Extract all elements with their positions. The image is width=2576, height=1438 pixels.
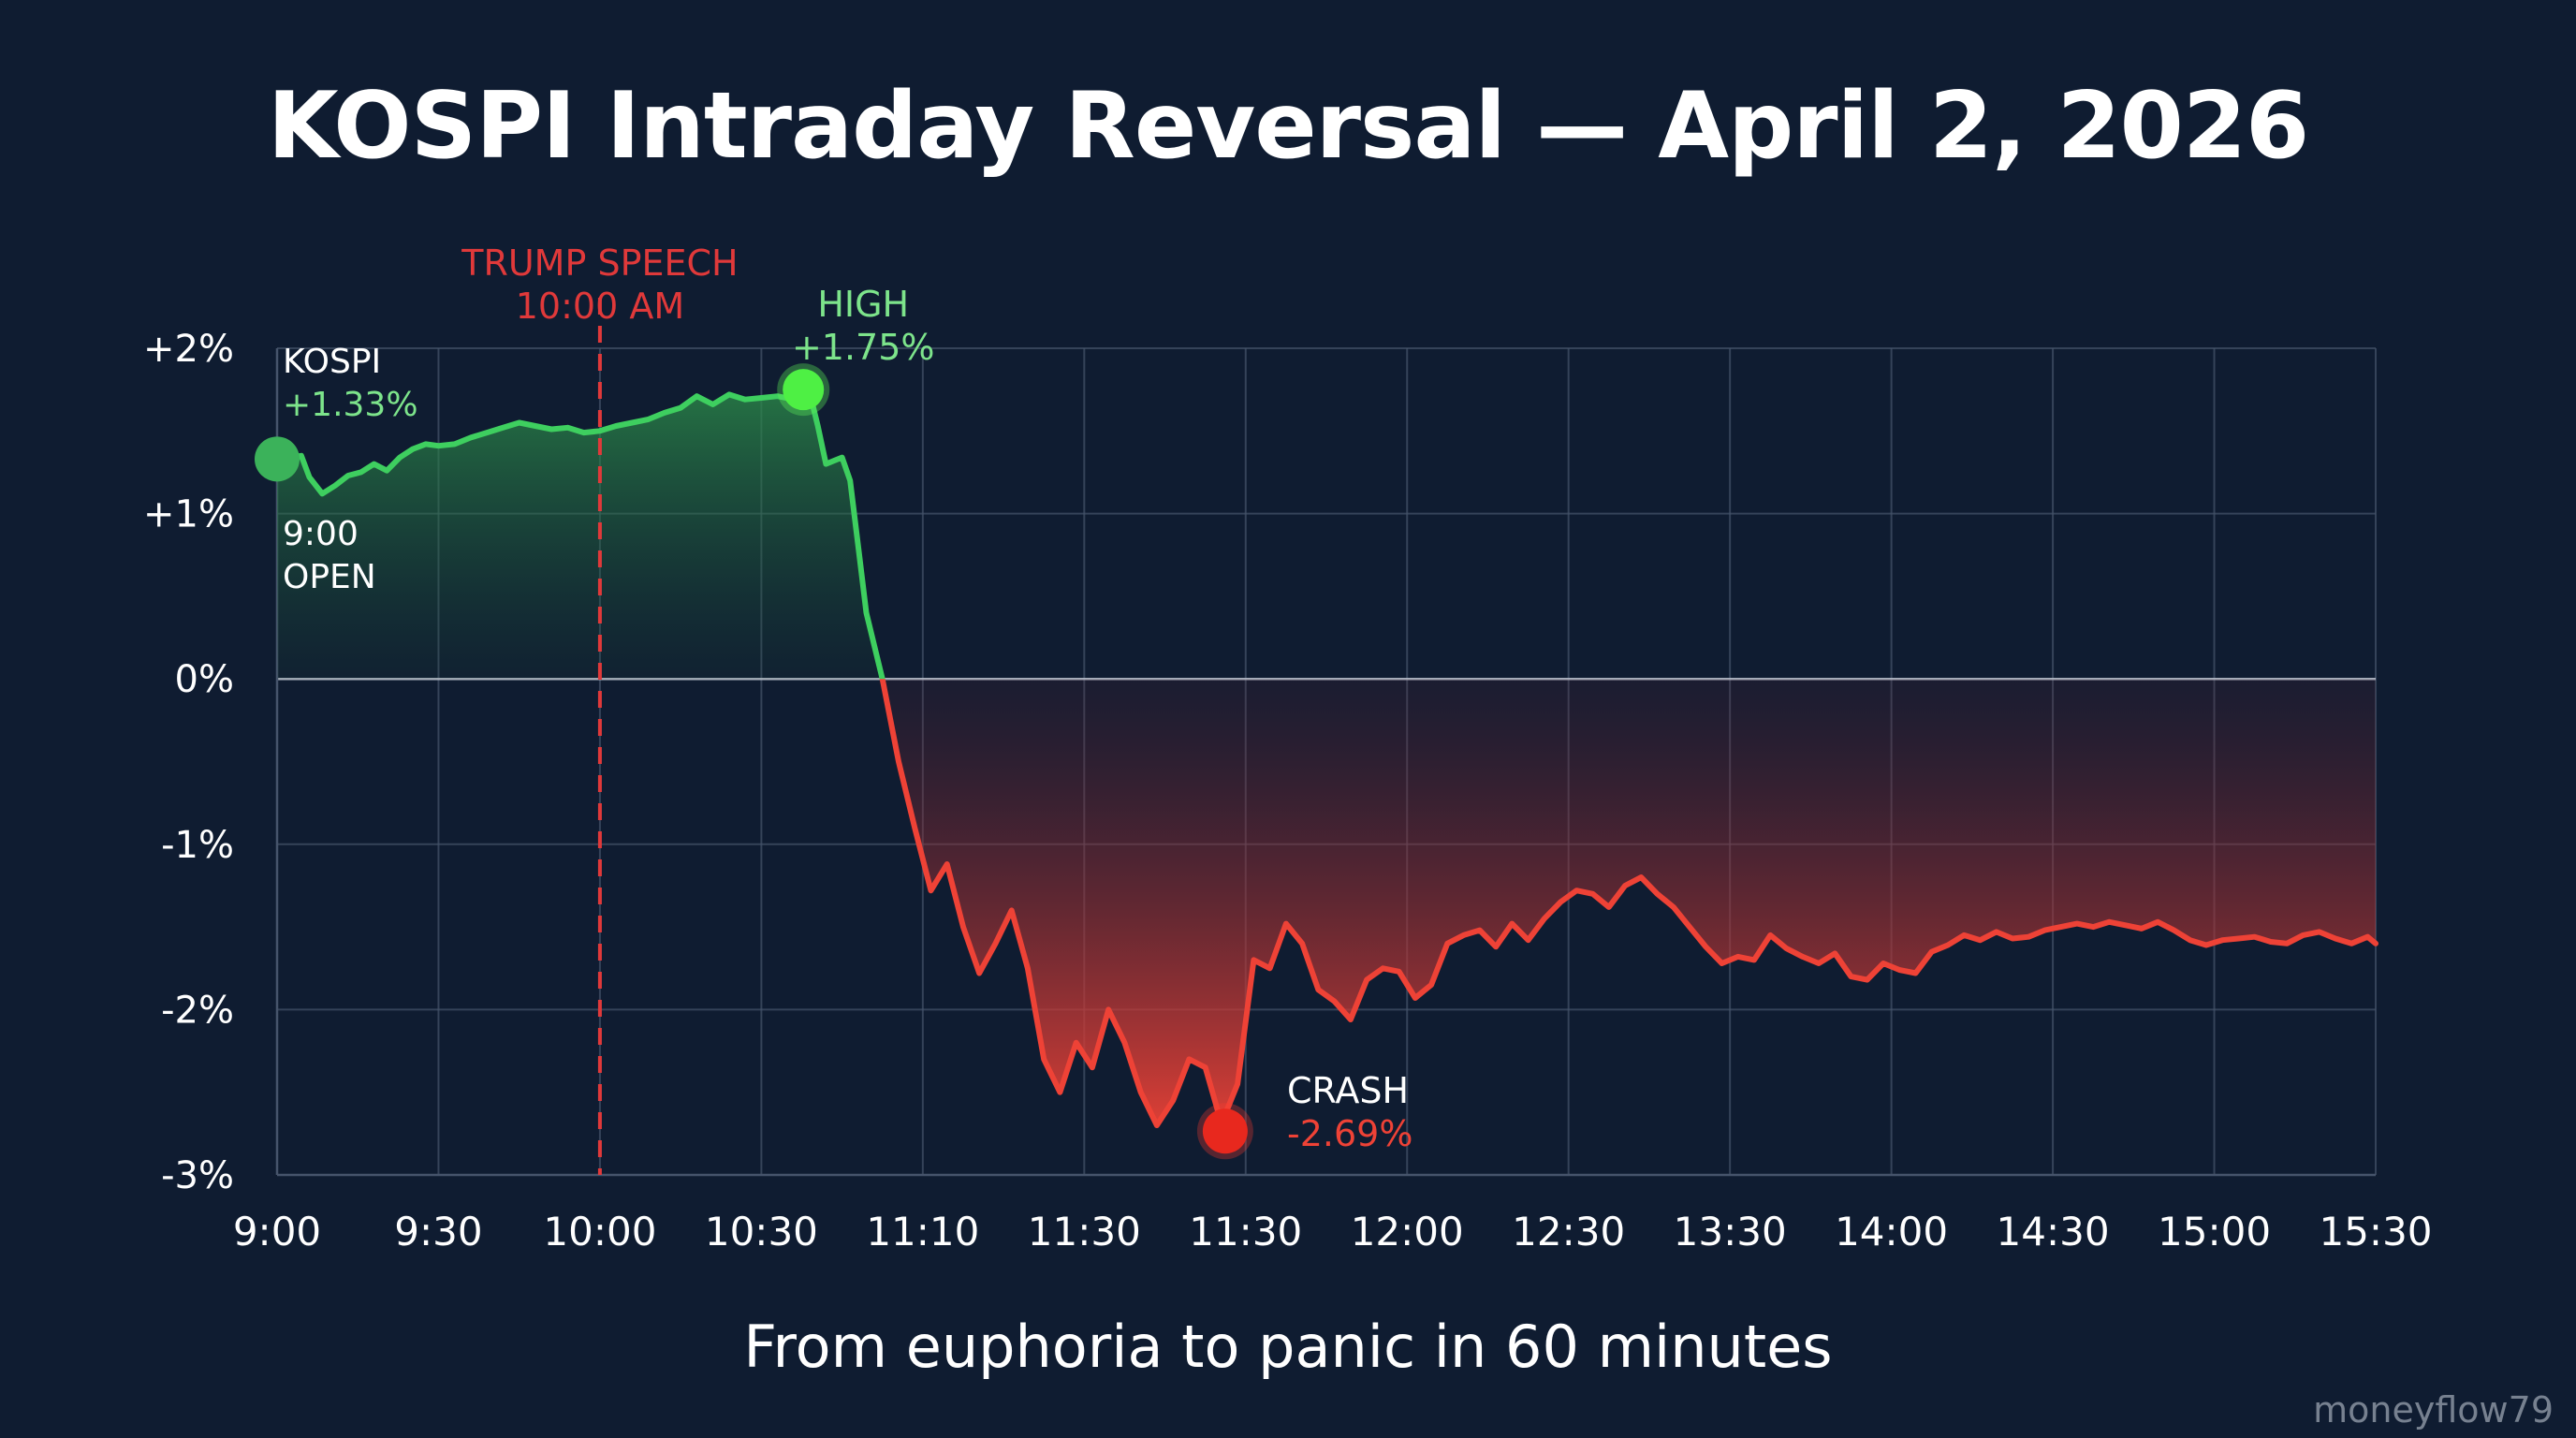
x-tick-label: 13:30	[1674, 1209, 1787, 1255]
x-tick-label: 9:00	[233, 1209, 321, 1255]
open-point	[255, 436, 300, 482]
y-tick-label: -1%	[161, 824, 234, 867]
x-tick-label: 9:30	[394, 1209, 482, 1255]
high-label-word: HIGH	[817, 284, 909, 325]
open-label-value: +1.33%	[283, 386, 418, 424]
crash-label-word: CRASH	[1287, 1070, 1409, 1111]
watermark: moneyflow79	[2313, 1389, 2554, 1431]
x-tick-label: 11:30	[1028, 1209, 1141, 1255]
y-tick-label: -3%	[161, 1154, 234, 1197]
y-tick-label: -2%	[161, 989, 234, 1032]
x-tick-label: 11:10	[866, 1209, 979, 1255]
speech-label-time: 10:00 AM	[516, 286, 684, 327]
y-tick-label: 0%	[175, 658, 234, 701]
x-tick-label: 12:30	[1512, 1209, 1625, 1255]
negative-area	[882, 679, 2376, 1125]
crash-point	[1202, 1108, 1248, 1154]
open-label-time: 9:00	[283, 515, 359, 553]
series-line-negative	[879, 679, 2378, 1128]
crash-label-value: -2.69%	[1287, 1113, 1412, 1154]
x-tick-label: 11:30	[1189, 1209, 1302, 1255]
y-tick-label: +2%	[143, 328, 234, 371]
x-tick-label: 15:30	[2319, 1209, 2432, 1255]
chart-title: KOSPI Intraday Reversal — April 2, 2026	[267, 73, 2309, 180]
chart-subtitle: From euphoria to panic in 60 minutes	[743, 1313, 1833, 1381]
high-point	[783, 369, 825, 411]
series-line-positive	[274, 387, 886, 680]
x-tick-label: 10:30	[705, 1209, 818, 1255]
x-tick-label: 10:00	[543, 1209, 656, 1255]
area-fill	[277, 389, 2376, 1125]
x-tick-label: 14:00	[1835, 1209, 1948, 1255]
speech-label-title: TRUMP SPEECH	[461, 242, 738, 284]
x-tick-label: 15:00	[2158, 1209, 2271, 1255]
y-tick-label: +1%	[143, 493, 234, 536]
x-tick-label: 12:00	[1351, 1209, 1464, 1255]
x-tick-label: 14:30	[1997, 1209, 2110, 1255]
series-line	[274, 387, 2378, 1128]
high-label-value: +1.75%	[792, 327, 935, 368]
open-label-word: OPEN	[283, 558, 376, 596]
positive-area	[277, 389, 2376, 680]
axis-ticks: +2% +1% 0% -1% -2% -3% 9:00 9:30 10:00 10:30 11:10…	[143, 328, 2433, 1255]
open-label-name: KOSPI	[283, 343, 381, 381]
